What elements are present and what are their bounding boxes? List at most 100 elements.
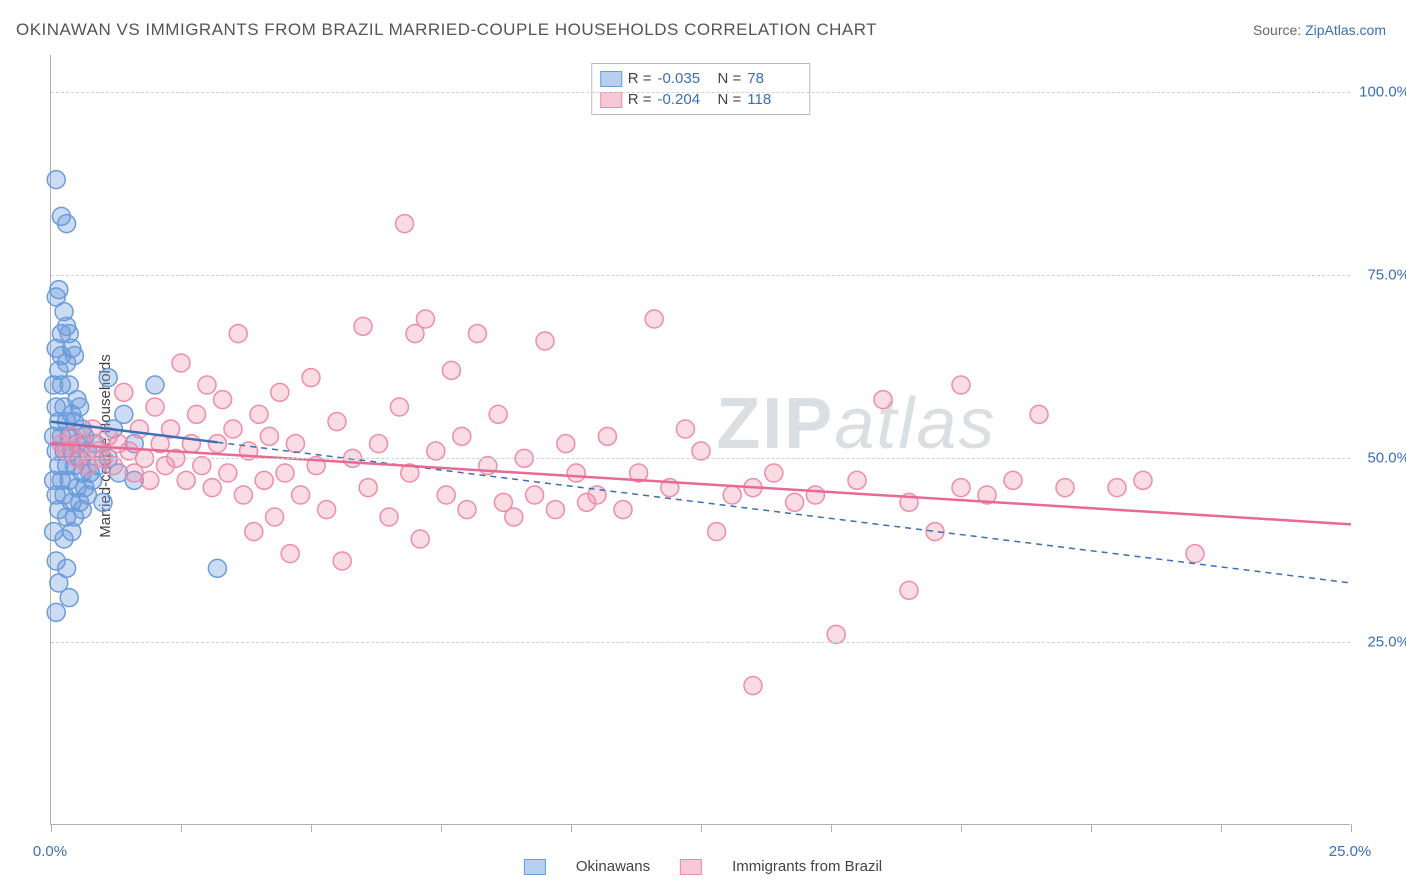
y-tick-label: 50.0% [1355,450,1406,467]
data-point [567,464,585,482]
data-point [1004,471,1022,489]
data-point [214,391,232,409]
data-point [115,405,133,423]
data-point [1108,479,1126,497]
data-point [1030,405,1048,423]
x-tick [831,824,832,832]
stats-legend-row-1: R = -0.035 N = 78 [600,68,802,89]
gridline-h [51,458,1350,459]
x-tick [441,824,442,832]
x-tick [51,824,52,832]
data-point [250,405,268,423]
data-point [229,325,247,343]
data-point [266,508,284,526]
data-point [786,493,804,511]
y-tick-label: 100.0% [1355,83,1406,100]
data-point [47,603,65,621]
data-point [208,559,226,577]
gridline-h [51,92,1350,93]
data-point [177,471,195,489]
data-point [598,427,616,445]
gridline-h [51,642,1350,643]
data-point [744,677,762,695]
data-point [874,391,892,409]
data-point [104,457,122,475]
data-point [1134,471,1152,489]
data-point [198,376,216,394]
data-point [380,508,398,526]
data-point [827,625,845,643]
data-point [692,442,710,460]
data-point [318,501,336,519]
source-prefix: Source: [1253,22,1305,38]
data-point [411,530,429,548]
x-tick [1351,824,1352,832]
x-tick [571,824,572,832]
data-point [468,325,486,343]
chart-title: OKINAWAN VS IMMIGRANTS FROM BRAZIL MARRI… [16,20,877,40]
data-point [146,376,164,394]
data-point [292,486,310,504]
x-tick [181,824,182,832]
legend-label-1: Okinawans [576,858,650,875]
n-label: N = [718,68,742,89]
data-point [115,383,133,401]
data-point [952,479,970,497]
data-point [58,215,76,233]
swatch-series2 [600,92,622,108]
x-tick [701,824,702,832]
data-point [370,435,388,453]
data-point [390,398,408,416]
data-point [47,171,65,189]
data-point [234,486,252,504]
data-point [50,281,68,299]
swatch-series2-bottom [680,859,702,875]
data-point [645,310,663,328]
x-tick [1221,824,1222,832]
x-tick [1091,824,1092,832]
source-link[interactable]: ZipAtlas.com [1305,22,1386,38]
data-point [276,464,294,482]
data-point [208,435,226,453]
data-point [141,471,159,489]
legend-label-2: Immigrants from Brazil [732,858,882,875]
bottom-legend: Okinawans Immigrants from Brazil [524,858,882,875]
stats-legend: R = -0.035 N = 78 R = -0.204 N = 118 [591,63,811,115]
data-point [416,310,434,328]
data-point [489,405,507,423]
data-point [526,486,544,504]
data-point [219,464,237,482]
data-point [286,435,304,453]
data-point [1056,479,1074,497]
data-point [172,354,190,372]
data-point [255,471,273,489]
data-point [146,398,164,416]
data-point [536,332,554,350]
data-point [328,413,346,431]
data-point [73,501,91,519]
data-point [245,523,263,541]
data-point [333,552,351,570]
data-point [193,457,211,475]
r-value-1: -0.035 [658,68,712,89]
data-point [188,405,206,423]
data-point [546,501,564,519]
data-point [130,420,148,438]
x-tick [961,824,962,832]
data-point [203,479,221,497]
r-label: R = [628,68,652,89]
data-point [557,435,575,453]
data-point [281,545,299,563]
data-point [302,369,320,387]
y-tick-label: 25.0% [1355,633,1406,650]
swatch-series1 [600,71,622,87]
y-tick-label: 75.0% [1355,267,1406,284]
chart-plot-area: ZIPatlas R = -0.035 N = 78 R = -0.204 N … [50,55,1350,825]
data-point [505,508,523,526]
data-point [94,493,112,511]
data-point [458,501,476,519]
n-value-1: 78 [747,68,801,89]
x-tick-label: 0.0% [33,843,67,860]
data-point [65,347,83,365]
source-attribution: Source: ZipAtlas.com [1253,22,1386,38]
